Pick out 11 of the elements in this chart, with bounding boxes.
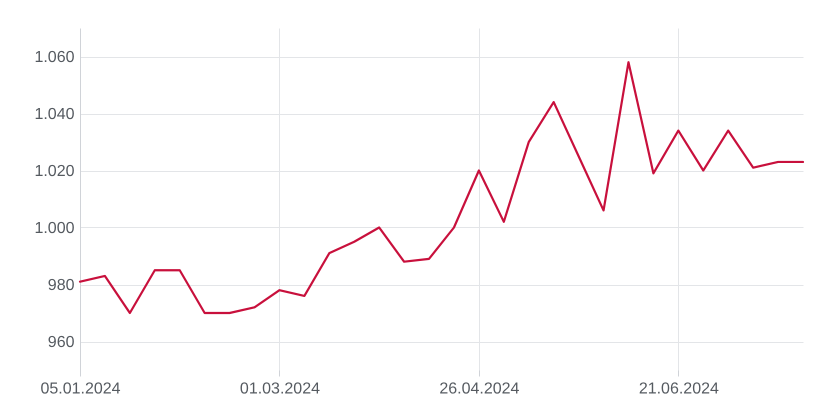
- x-tick-label: 01.03.2024: [240, 380, 320, 398]
- x-tick-label: 05.01.2024: [40, 380, 121, 398]
- y-tick-label: 1.020: [34, 163, 75, 180]
- line-series: [78, 61, 804, 314]
- x-tick-label: 21.06.2024: [638, 380, 719, 398]
- y-tick-label: 1.060: [34, 49, 75, 66]
- y-tick-label: 960: [48, 334, 75, 351]
- y-tick-label: 1.040: [34, 106, 75, 123]
- y-tick-label: 980: [48, 277, 75, 294]
- y-tick-label: 1.000: [34, 220, 75, 237]
- x-tick-label: 26.04.2024: [439, 380, 520, 398]
